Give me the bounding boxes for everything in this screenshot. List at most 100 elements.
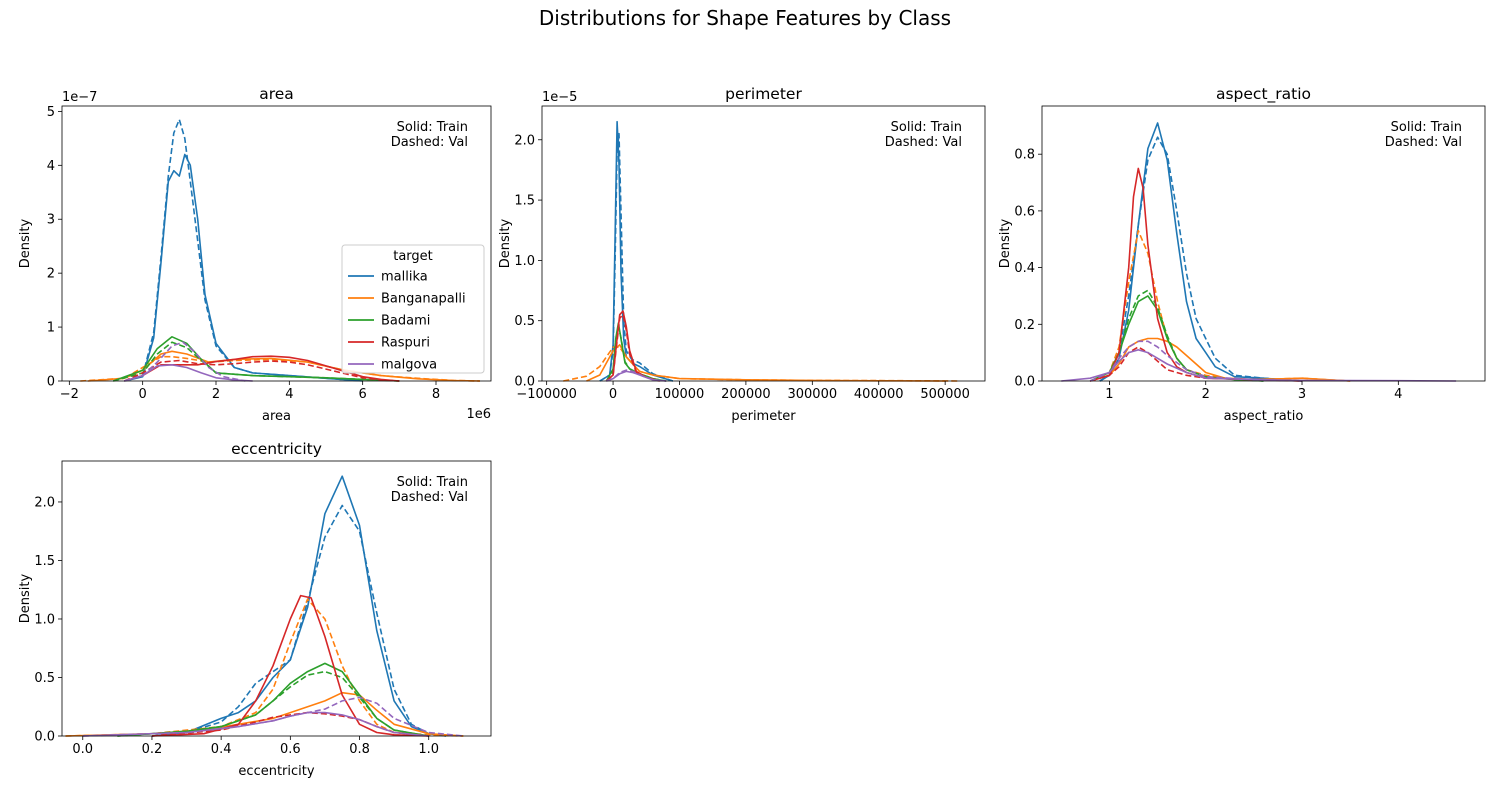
x-tick-label: −2	[60, 387, 79, 402]
y-axis-multiplier: 1e−7	[62, 90, 97, 105]
series-line-Raspuri-val	[123, 359, 400, 382]
series-line-Badami-train	[117, 662, 429, 737]
series-line-mallika-val	[1099, 136, 1303, 382]
x-tick-label: 1.0	[418, 742, 439, 757]
y-tick-label: 5	[47, 105, 55, 120]
series-line-Banganapalli-train	[1089, 337, 1351, 382]
x-tick-label: 0.4	[211, 742, 232, 757]
x-tick-label: 6	[359, 387, 367, 402]
y-tick-label: 2.0	[514, 133, 535, 148]
subplot-eccentricity: 0.0 0.2 0.4 0.6 0.8 1.0 0.0 0.5 1.0 1.5 2.0 eccentr…	[18, 440, 492, 779]
x-tick-label: 0.2	[142, 742, 163, 757]
axes-frame	[541, 105, 986, 382]
y-tick-label: 3	[47, 213, 55, 228]
series-line-Badami-val	[605, 325, 667, 382]
y-tick-label: 1.5	[34, 554, 55, 569]
series-line-Raspuri-train	[1089, 167, 1303, 382]
x-tick-label: 0.8	[349, 742, 370, 757]
legend-entry-Raspuri: Raspuri	[381, 336, 430, 351]
y-tick-label: 0.0	[34, 730, 55, 745]
y-tick-label: 0.6	[1014, 204, 1035, 219]
y-axis-multiplier: 1e−5	[542, 90, 577, 105]
line-style-annotation: Dashed: Val	[1385, 135, 1462, 150]
line-style-annotation: Solid: Train	[891, 120, 962, 135]
y-tick-label: 2.0	[34, 495, 55, 510]
x-axis-label: aspect_ratio	[1224, 409, 1304, 424]
x-tick-label: 4	[1394, 387, 1402, 402]
axes-frame	[1041, 105, 1486, 382]
series-line-malgova-val	[82, 696, 464, 737]
line-style-annotation: Solid: Train	[397, 475, 468, 490]
series-line-Badami-val	[117, 670, 429, 737]
series-line-mallika-train	[151, 475, 447, 737]
subplot-area: −2 0 2 4 6 8 0 1 2 3 4 5 1e−7 1e6 area area Density Solid…	[18, 85, 492, 424]
series-line-malgova-train	[1061, 348, 1457, 382]
subplot-perimeter: −100000 0 100000 200000 300000 400000 500000 0.…	[498, 85, 986, 424]
x-tick-label: 3	[1298, 387, 1306, 402]
series-line-Banganapalli-val	[563, 346, 959, 382]
x-tick-label: 4	[285, 387, 293, 402]
x-tick-label: 0.0	[72, 742, 93, 757]
legend-entry-mallika: mallika	[381, 270, 428, 285]
axes-frame	[61, 460, 492, 737]
y-tick-label: 0.0	[1014, 375, 1035, 390]
y-tick-label: 1	[47, 321, 55, 336]
x-tick-label: 0.6	[280, 742, 301, 757]
y-tick-label: 1.0	[514, 254, 535, 269]
y-tick-label: 2	[47, 267, 55, 282]
series-line-malgova-val	[124, 341, 246, 382]
legend-box	[341, 244, 485, 374]
y-tick-label: 1.5	[514, 194, 535, 209]
line-style-annotation: Dashed: Val	[391, 490, 468, 505]
subplot-title: eccentricity	[231, 440, 322, 458]
x-tick-label: 2	[212, 387, 220, 402]
y-tick-label: 0.4	[1014, 261, 1035, 276]
legend-entry-Banganapalli: Banganapalli	[381, 292, 466, 307]
x-tick-label: 0	[139, 387, 147, 402]
y-axis-label: Density	[998, 218, 1013, 268]
subplot-title: aspect_ratio	[1216, 85, 1311, 104]
series-line-Raspuri-train	[151, 594, 429, 737]
series-line-mallika-val	[599, 132, 674, 382]
series-line-mallika-val	[151, 504, 447, 737]
legend-title: target	[393, 249, 433, 264]
y-axis-label: Density	[18, 218, 33, 268]
axes-frame	[61, 105, 492, 382]
x-axis-multiplier: 1e6	[466, 407, 491, 422]
x-tick-label: 1	[1105, 387, 1113, 402]
x-tick-label: 500000	[920, 387, 970, 402]
x-tick-label: 2	[1202, 387, 1210, 402]
legend-entry-malgova: malgova	[381, 358, 437, 373]
series-line-mallika-train	[599, 120, 674, 382]
line-style-annotation: Dashed: Val	[391, 135, 468, 150]
y-axis-label: Density	[18, 573, 33, 623]
y-tick-label: 0.8	[1014, 148, 1035, 163]
line-style-annotation: Solid: Train	[1391, 120, 1462, 135]
subplot-title: perimeter	[725, 85, 802, 103]
x-tick-label: 100000	[655, 387, 705, 402]
subplot-title: area	[259, 85, 294, 103]
line-style-annotation: Solid: Train	[397, 120, 468, 135]
x-tick-label: 8	[432, 387, 440, 402]
x-tick-label: 400000	[854, 387, 904, 402]
x-tick-label: 200000	[721, 387, 771, 402]
series-line-mallika-train	[1099, 122, 1303, 382]
y-tick-label: 0.2	[1014, 318, 1035, 333]
x-tick-label: −100000	[516, 387, 577, 402]
series-line-malgova-train	[124, 363, 253, 382]
x-tick-label: 300000	[787, 387, 837, 402]
x-axis-label: perimeter	[731, 409, 796, 424]
y-tick-label: 0.5	[34, 671, 55, 686]
subplot-aspect_ratio: 1 2 3 4 0.0 0.2 0.4 0.6 0.8 aspect_ratio aspect_ra…	[998, 85, 1486, 424]
series-line-mallika-val	[124, 118, 363, 382]
x-tick-label: 0	[609, 387, 617, 402]
line-style-annotation: Dashed: Val	[885, 135, 962, 150]
legend: target mallika Banganapalli Badami Raspuri ma…	[341, 244, 485, 374]
y-tick-label: 0	[47, 375, 55, 390]
series-line-malgova-val	[606, 369, 667, 382]
y-tick-label: 4	[47, 159, 55, 174]
x-axis-label: area	[262, 409, 291, 424]
y-axis-label: Density	[498, 218, 513, 268]
y-tick-label: 0.0	[514, 375, 535, 390]
